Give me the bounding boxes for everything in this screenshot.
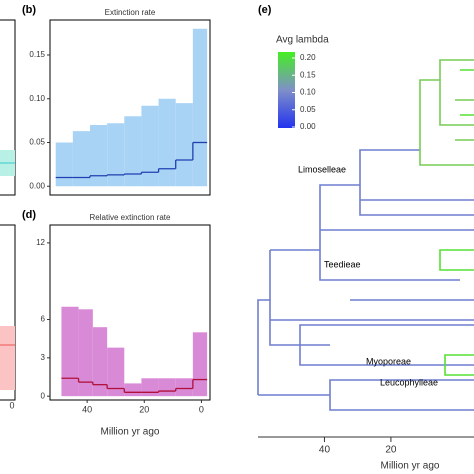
x-axis-label: Million yr ago (101, 427, 160, 438)
x-tick-label: 40 (82, 404, 92, 414)
rate-band (175, 378, 193, 397)
tree-branches (419, 59, 474, 166)
rate-band (107, 347, 125, 397)
rate-band (92, 327, 108, 397)
rate-band (78, 309, 93, 397)
clade-label: Limoselleae (298, 164, 346, 174)
x-tick-label: 20 (385, 445, 397, 456)
x-tick-label: 40 (319, 445, 331, 456)
legend-tick-label: 0.15 (300, 70, 316, 79)
panel-label: (e) (258, 4, 272, 16)
tick-label: 0 (9, 400, 14, 410)
legend-tick-label: 0.05 (300, 105, 316, 114)
panel-title: Relative extinction rate (90, 213, 171, 222)
rate-band (175, 103, 193, 187)
rate-band (55, 142, 73, 187)
clade-label: Teedieae (324, 259, 361, 269)
y-tick-label: 0.15 (29, 50, 45, 59)
x-tick-label: 20 (139, 404, 149, 414)
panel-label: (d) (22, 209, 36, 221)
tree (257, 59, 474, 411)
x-tick-label: 0 (199, 404, 204, 414)
panel-c-frame (0, 224, 16, 401)
rate-band (158, 98, 176, 187)
rate-band (107, 123, 125, 187)
rate-band (61, 306, 79, 397)
panel-title: Extinction rate (105, 8, 156, 17)
y-tick-label: 0.10 (29, 94, 45, 103)
panel-frame (49, 224, 211, 401)
y-tick-label: 0.05 (29, 138, 45, 147)
rate-band (124, 383, 142, 397)
legend-tick-label: 0.10 (300, 88, 316, 97)
legend-tick-label: 0.20 (300, 53, 316, 62)
y-tick-label: 3 (41, 353, 46, 362)
rate-band (124, 116, 142, 187)
colorbar (278, 52, 295, 128)
rate-band (192, 332, 208, 397)
tree-branches (257, 149, 474, 411)
rate-band (158, 378, 176, 397)
rate-band (192, 28, 208, 187)
legend-title: Avg lambda (276, 35, 329, 46)
tree-branches (439, 69, 474, 376)
panel-a-frame (0, 19, 16, 196)
panel-c-band (0, 326, 15, 390)
rate-band (141, 378, 159, 397)
rate-band (90, 125, 108, 187)
y-tick-label: 0 (41, 391, 46, 400)
panel-frame (49, 19, 211, 196)
y-tick-label: 0.00 (29, 181, 45, 190)
y-tick-label: 12 (36, 238, 45, 247)
clade-label: Leucophylleae (380, 377, 438, 387)
x-axis-label: Million yr ago (381, 461, 440, 472)
legend-tick-label: 0.00 (300, 122, 316, 131)
rate-band (141, 105, 159, 187)
clade-label: Myoporeae (366, 356, 411, 366)
panel-label: (b) (22, 4, 36, 16)
y-tick-label: 6 (41, 315, 46, 324)
rate-band (72, 131, 90, 187)
